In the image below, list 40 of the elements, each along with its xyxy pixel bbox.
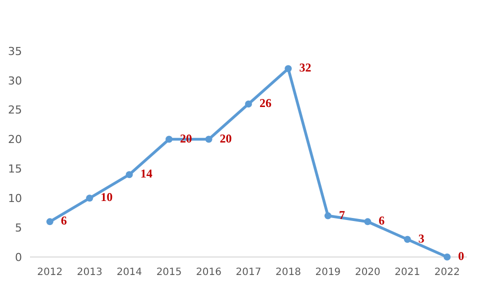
data-label: 20 (220, 131, 232, 146)
x-tick-label: 2021 (394, 267, 420, 278)
data-label: 6 (60, 214, 67, 228)
point (364, 218, 372, 226)
point (205, 136, 212, 143)
data-label: 26 (260, 96, 272, 110)
x-tick-label: 2015 (156, 267, 182, 278)
point (444, 254, 451, 260)
data-label: 6 (378, 214, 385, 228)
y-tick-label: 30 (8, 74, 22, 88)
data-label: 0 (458, 249, 464, 263)
point (404, 236, 411, 243)
y-tick-label: 35 (8, 44, 22, 58)
x-tick-label: 2018 (276, 267, 301, 278)
point (245, 100, 252, 108)
y-tick-label: 15 (8, 162, 22, 176)
y-tick-label: 5 (15, 221, 22, 234)
x-tick-label: 2014 (116, 267, 142, 278)
y-tick-label: 20 (8, 133, 22, 146)
data-label: 20 (180, 131, 192, 146)
point (86, 194, 94, 202)
x-tick-label: 2012 (37, 267, 63, 278)
x-tick-label: 2016 (196, 267, 222, 278)
point (46, 218, 54, 226)
point (284, 65, 292, 72)
x-tick-label: 2020 (354, 267, 380, 278)
data-label: 14 (140, 166, 152, 181)
y-tick-label: 0 (15, 250, 22, 264)
x-tick-label: 2022 (434, 267, 460, 278)
point (324, 212, 332, 220)
x-tick-label: 2019 (315, 267, 341, 278)
y-tick-label: 10 (8, 192, 22, 205)
x-tick-label: 2013 (76, 267, 102, 278)
data-label: 3 (418, 231, 424, 246)
point (166, 136, 173, 143)
data-label: 10 (100, 190, 113, 204)
point (126, 171, 133, 178)
x-tick-label: 2017 (236, 267, 262, 278)
y-tick-label: 25 (8, 104, 22, 117)
data-label: 32 (299, 60, 312, 75)
